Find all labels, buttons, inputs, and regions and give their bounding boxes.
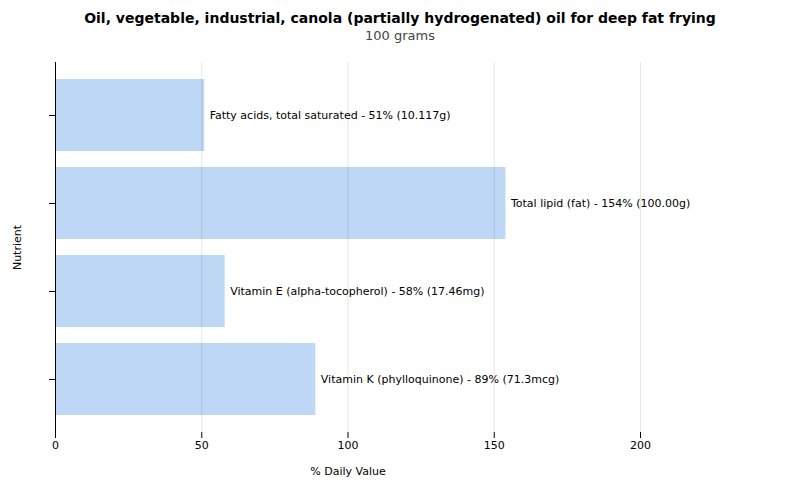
svg-text:Total lipid (fat) - 154% (100.: Total lipid (fat) - 154% (100.00g): [510, 197, 690, 210]
html-text:100 grams: 100 grams: [365, 28, 435, 43]
svg-text:Fatty acids, total saturated -: Fatty acids, total saturated - 51% (10.1…: [210, 109, 451, 122]
svg-text:50: 50: [195, 439, 209, 452]
svg-text:100: 100: [338, 439, 359, 452]
svg-text:% Daily Value: % Daily Value: [310, 465, 386, 478]
svg-text:0: 0: [52, 439, 59, 452]
svg-text:Vitamin K (phylloquinone) - 89: Vitamin K (phylloquinone) - 89% (71.3mcg…: [321, 373, 559, 386]
svg-text:150: 150: [484, 439, 505, 452]
svg-text:200: 200: [630, 439, 651, 452]
html-text:Oil, vegetable, industrial, ca: Oil, vegetable, industrial, canola (part…: [84, 10, 716, 26]
svg-text:Vitamin E (alpha-tocopherol) -: Vitamin E (alpha-tocopherol) - 58% (17.4…: [230, 285, 484, 298]
svg-text:Nutrient: Nutrient: [11, 224, 24, 270]
